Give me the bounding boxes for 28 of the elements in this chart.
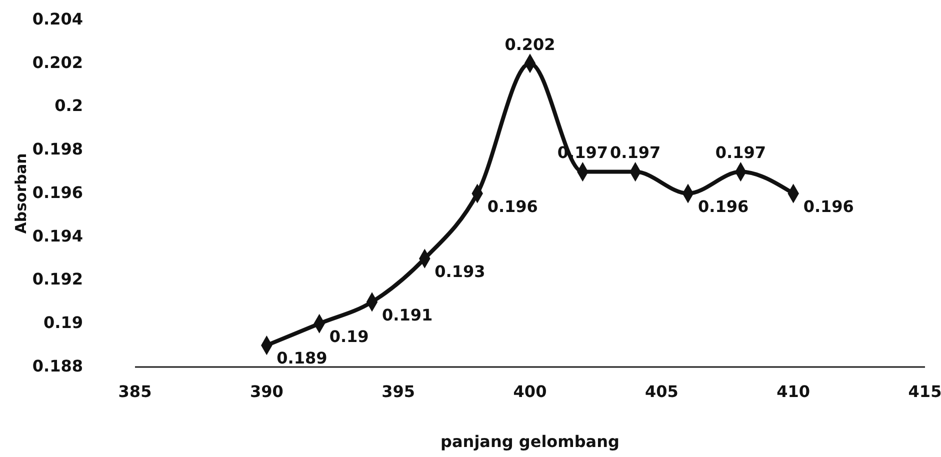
data-label: 0.196 xyxy=(803,196,854,216)
y-tick-label: 0.192 xyxy=(32,270,83,289)
x-tick-label: 385 xyxy=(118,382,152,401)
x-tick-label: 410 xyxy=(776,382,810,401)
data-label: 0.19 xyxy=(329,327,369,346)
data-label: 0.202 xyxy=(504,34,556,54)
x-tick-label: 405 xyxy=(644,382,678,401)
data-label: 0.196 xyxy=(487,196,538,216)
data-label: 0.189 xyxy=(276,348,328,368)
y-tick-label: 0.19 xyxy=(44,313,83,332)
y-tick-label: 0.198 xyxy=(32,140,83,158)
y-tick-label: 0.188 xyxy=(32,356,83,376)
data-label: 0.191 xyxy=(382,305,433,324)
x-tick-label: 395 xyxy=(382,382,416,401)
y-axis-title: Absorban xyxy=(12,153,30,234)
x-tick-label: 390 xyxy=(250,382,284,401)
y-tick-label: 0.196 xyxy=(32,182,83,202)
x-axis-title: panjang gelombang xyxy=(440,432,620,451)
y-tick-label: 0.194 xyxy=(32,226,83,246)
data-label: 0.197 xyxy=(610,143,661,162)
data-label: 0.197 xyxy=(715,143,766,162)
y-tick-label: 0.204 xyxy=(32,9,83,28)
y-tick-label: 0.202 xyxy=(32,52,83,72)
data-label: 0.193 xyxy=(434,262,486,281)
x-tick-label: 415 xyxy=(908,382,941,401)
x-tick-label: 400 xyxy=(513,382,547,401)
y-tick-label: 0.2 xyxy=(54,96,83,116)
data-label: 0.196 xyxy=(698,196,749,216)
